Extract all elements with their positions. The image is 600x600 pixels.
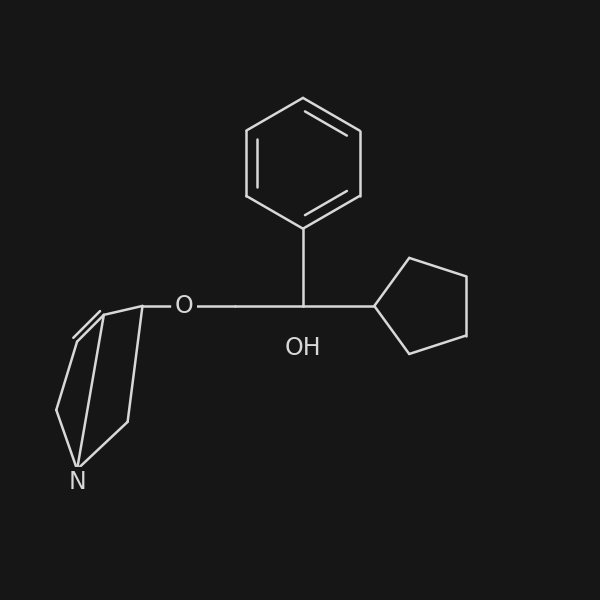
Text: OH: OH (284, 335, 321, 359)
Text: N: N (68, 470, 86, 494)
Text: O: O (175, 294, 193, 318)
